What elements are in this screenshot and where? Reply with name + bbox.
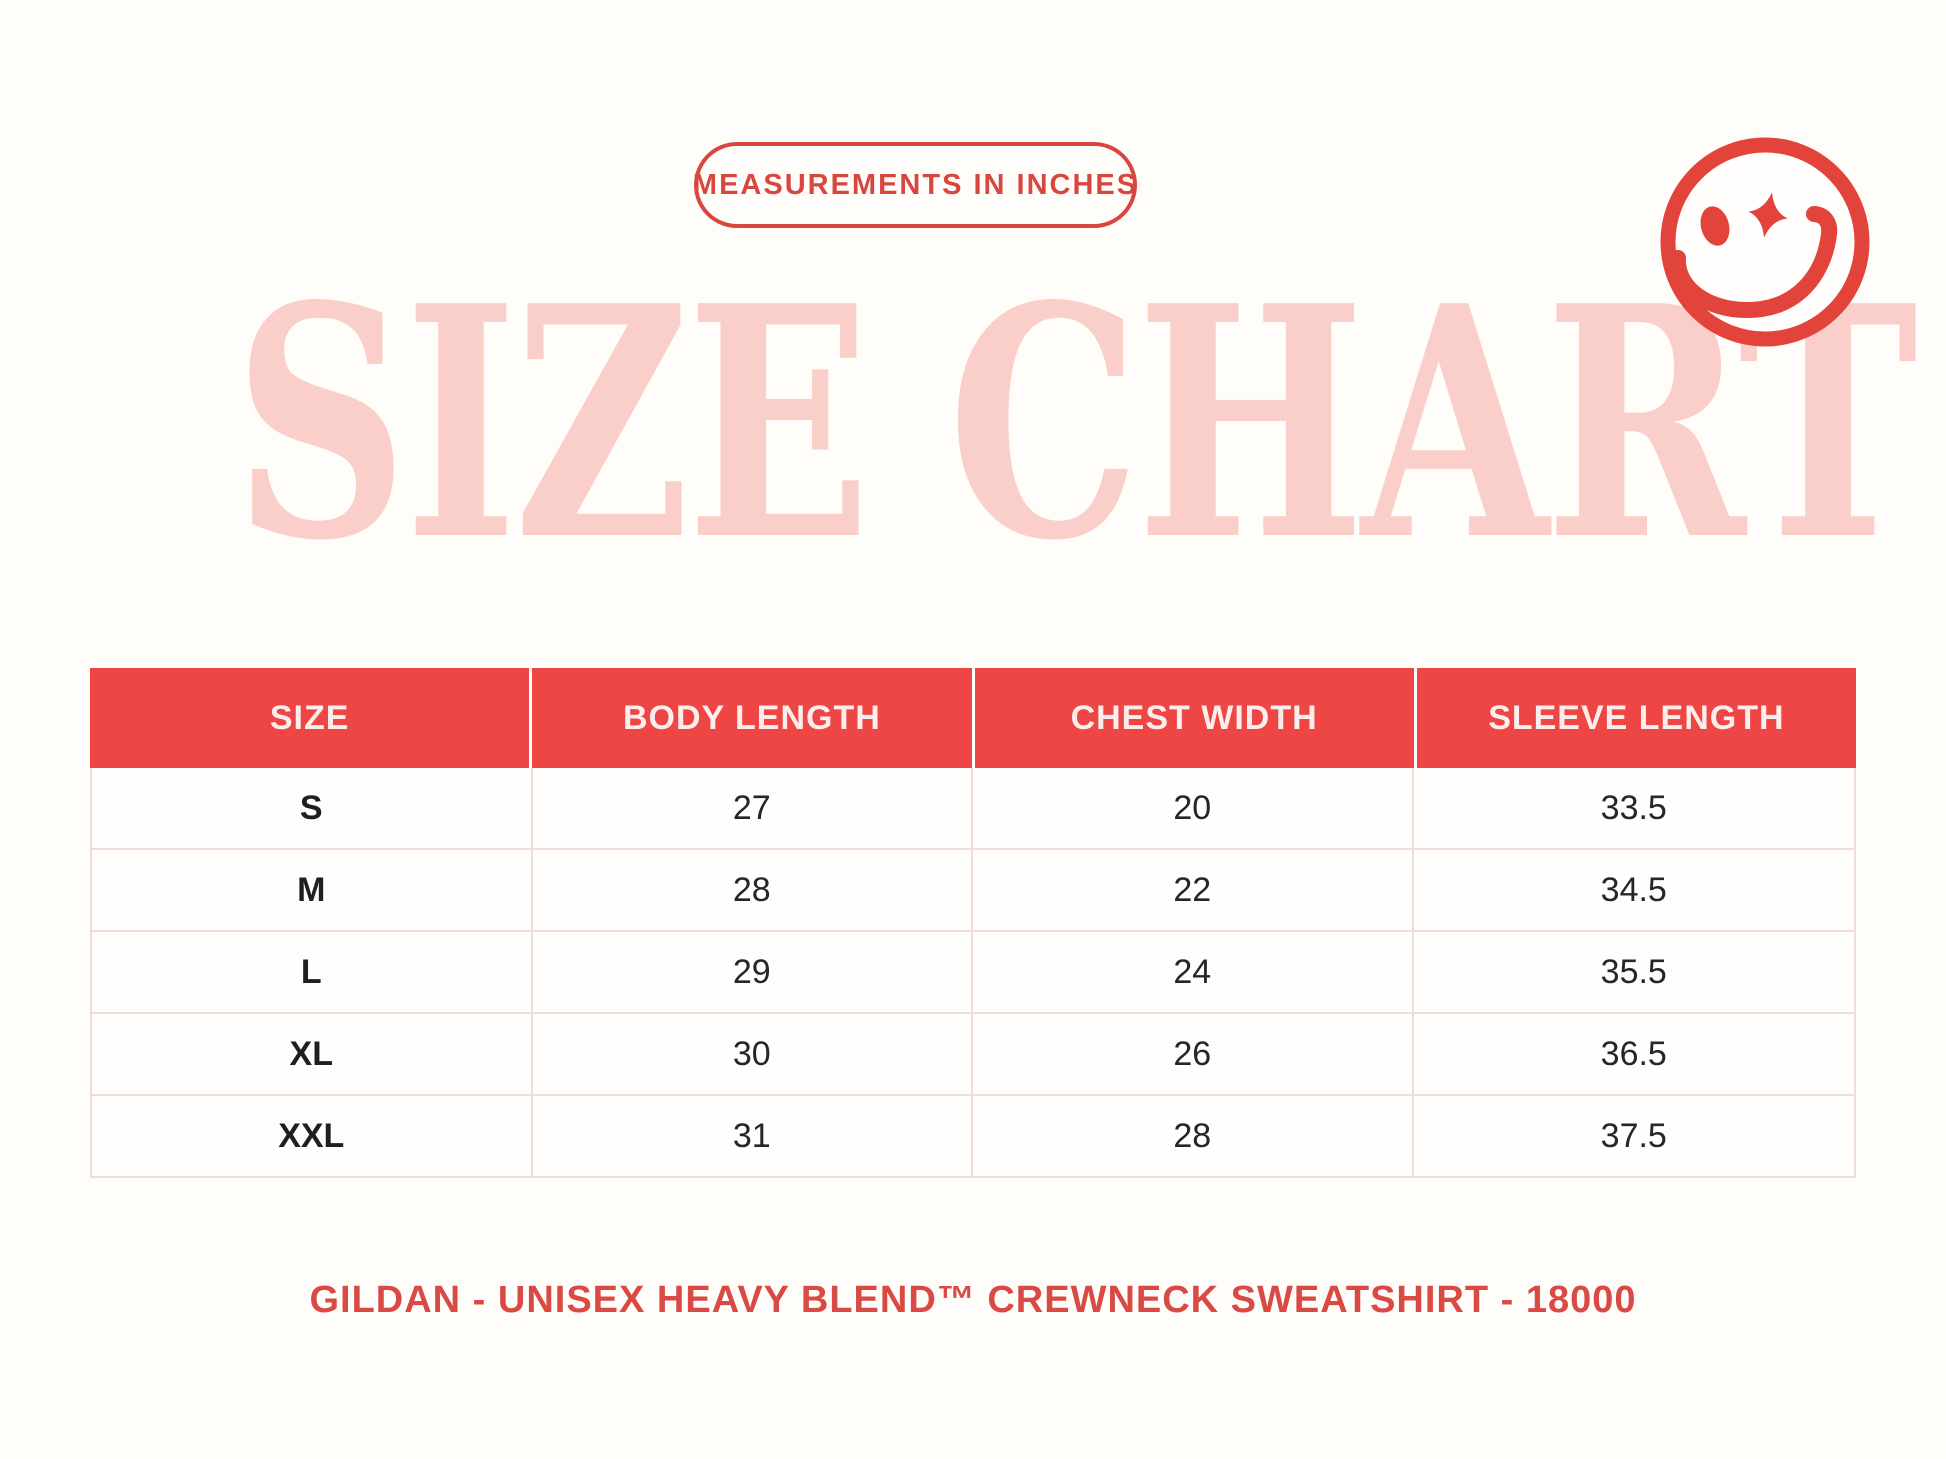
- product-name-label: GILDAN - UNISEX HEAVY BLEND™ CREWNECK SW…: [309, 1279, 1637, 1321]
- page-title: SIZE CHART: [233, 236, 1918, 610]
- chest-width-value: 26: [973, 1014, 1414, 1094]
- table-row-s: S 27 20 33.5: [92, 768, 1854, 850]
- size-value: S: [92, 768, 533, 848]
- sleeve-length-value: 37.5: [1413, 1096, 1854, 1176]
- sleeve-length-value: 35.5: [1413, 932, 1854, 1012]
- body-length-value: 31: [532, 1096, 973, 1176]
- sleeve-length-value: 36.5: [1413, 1014, 1854, 1094]
- table-row-xl: XL 30 26 36.5: [92, 1014, 1854, 1096]
- body-length-value: 28: [532, 850, 973, 930]
- sleeve-length-value: 33.5: [1413, 768, 1854, 848]
- measurements-units-badge: MEASUREMENTS IN INCHES: [692, 142, 1139, 228]
- size-table-header: SIZE BODY LENGTH CHEST WIDTH SLEEVE LENG…: [90, 668, 1856, 768]
- measurements-units-label: MEASUREMENTS IN INCHES: [692, 168, 1139, 201]
- table-row-l: L 29 24 35.5: [92, 932, 1854, 1014]
- chest-width-value: 24: [973, 932, 1414, 1012]
- size-value: M: [92, 850, 533, 930]
- sleeve-length-value: 34.5: [1413, 850, 1854, 930]
- size-value: XL: [92, 1014, 533, 1094]
- table-row-xxl: XXL 31 28 37.5: [92, 1096, 1854, 1176]
- size-table: SIZE BODY LENGTH CHEST WIDTH SLEEVE LENG…: [90, 668, 1856, 1178]
- table-row-m: M 28 22 34.5: [92, 850, 1854, 932]
- column-header-body-length: BODY LENGTH: [532, 668, 972, 768]
- body-length-value: 29: [532, 932, 973, 1012]
- column-header-size: SIZE: [90, 668, 530, 768]
- size-table-body: S 27 20 33.5 M 28 22 34.5 L 29 24 35.5 X…: [90, 768, 1856, 1178]
- size-value: XXL: [92, 1096, 533, 1176]
- column-header-sleeve-length: SLEEVE LENGTH: [1416, 668, 1856, 768]
- body-length-value: 27: [532, 768, 973, 848]
- chest-width-value: 20: [973, 768, 1414, 848]
- chest-width-value: 22: [973, 850, 1414, 930]
- column-header-chest-width: CHEST WIDTH: [974, 668, 1414, 768]
- winking-smiley-icon: [1660, 137, 1870, 347]
- chest-width-value: 28: [973, 1096, 1414, 1176]
- body-length-value: 30: [532, 1014, 973, 1094]
- size-value: L: [92, 932, 533, 1012]
